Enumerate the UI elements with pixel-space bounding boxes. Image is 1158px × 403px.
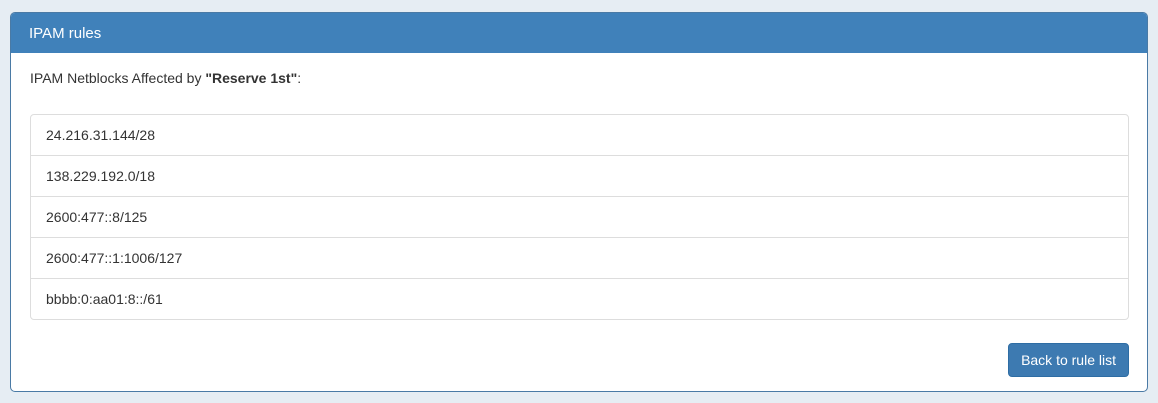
back-to-rule-list-button[interactable]: Back to rule list (1008, 343, 1129, 377)
panel-title: IPAM rules (29, 24, 102, 42)
netblock-list: 24.216.31.144/28 138.229.192.0/18 2600:477… (30, 114, 1129, 320)
netblock-row: 24.216.31.144/28 (46, 127, 155, 143)
subtitle-rule-name: "Reserve 1st" (205, 70, 298, 86)
affected-netblocks-label: IPAM Netblocks Affected by "Reserve 1st"… (30, 68, 1129, 88)
subtitle-prefix: IPAM Netblocks Affected by (30, 70, 206, 86)
panel-body: IPAM Netblocks Affected by "Reserve 1st"… (11, 53, 1147, 392)
subtitle-suffix: : (297, 70, 302, 86)
panel-header: IPAM rules (11, 13, 1147, 53)
netblock-row: 138.229.192.0/18 (31, 155, 1128, 196)
netblock-row: 2600:477::8/125 (31, 196, 1128, 237)
netblock-row: bbbb:0:aa01:8::/61 (31, 278, 1128, 319)
ipam-rules-panel: IPAM rules IPAM Netblocks Affected by "R… (10, 12, 1148, 392)
netblock-row: 2600:477::1:1006/127 (31, 237, 1128, 278)
panel-footer: Back to rule list (30, 343, 1129, 377)
